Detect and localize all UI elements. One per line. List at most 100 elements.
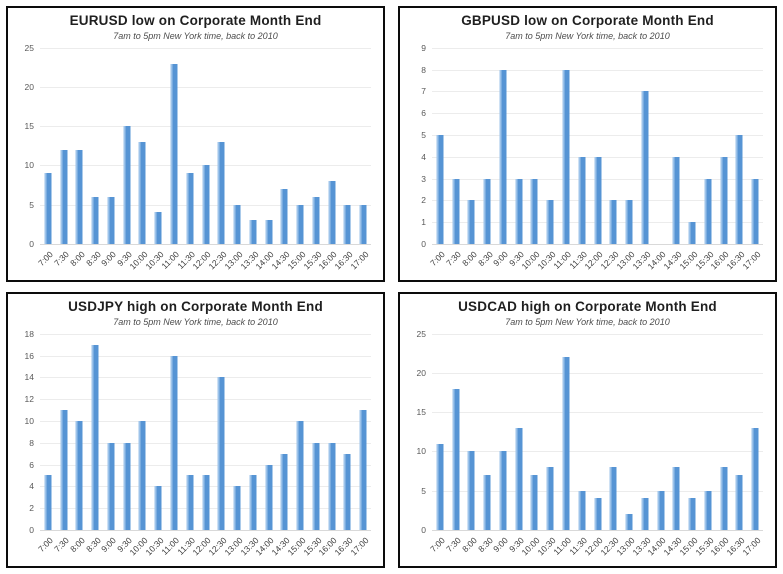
bar xyxy=(44,475,52,530)
bar xyxy=(186,173,194,244)
bar xyxy=(280,188,288,244)
y-tick-label: 0 xyxy=(29,524,34,535)
gridline xyxy=(432,451,763,453)
bar xyxy=(578,156,586,244)
bar xyxy=(265,220,273,244)
y-tick-label: 5 xyxy=(29,199,34,210)
bar xyxy=(249,475,257,530)
y-tick-label: 9 xyxy=(421,42,426,53)
chart-panel-gbpusd-low: GBPUSD low on Corporate Month End 7am to… xyxy=(398,6,777,282)
chart-panel-usdjpy-high: USDJPY high on Corporate Month End 7am t… xyxy=(6,292,385,568)
y-tick-label: 20 xyxy=(416,367,426,378)
y-tick-label: 18 xyxy=(24,328,34,339)
bar xyxy=(138,141,146,244)
x-tick-label: 7:00 xyxy=(36,535,56,554)
chart-subtitle: 7am to 5pm New York time, back to 2010 xyxy=(113,30,278,41)
x-tick-label: 7:30 xyxy=(52,535,72,554)
x-tick-label: 7:30 xyxy=(52,249,72,268)
chart-subtitle: 7am to 5pm New York time, back to 2010 xyxy=(113,316,278,327)
y-tick-label: 7 xyxy=(421,86,426,97)
gridline xyxy=(40,442,371,444)
bar xyxy=(625,200,633,244)
gridline xyxy=(432,91,763,93)
bar xyxy=(672,467,680,530)
bar xyxy=(562,357,570,530)
y-tick-label: 5 xyxy=(421,485,426,496)
x-axis-baseline xyxy=(432,243,763,245)
bar xyxy=(154,212,162,244)
gridline xyxy=(432,113,763,115)
y-tick-label: 2 xyxy=(421,195,426,206)
bar xyxy=(138,420,146,530)
y-tick-label: 15 xyxy=(24,120,34,131)
bar xyxy=(452,388,460,530)
bar xyxy=(751,427,759,530)
x-axis-baseline xyxy=(432,529,763,531)
bar xyxy=(170,355,178,530)
y-tick-label: 4 xyxy=(421,151,426,162)
y-tick-label: 6 xyxy=(421,107,426,118)
x-tick-label: 7:00 xyxy=(428,249,448,268)
bar xyxy=(217,141,225,244)
y-tick-label: 4 xyxy=(29,481,34,492)
bar xyxy=(436,443,444,530)
bar xyxy=(515,178,523,244)
bar xyxy=(467,200,475,244)
x-tick-label: 9:00 xyxy=(99,249,119,268)
y-tick-label: 3 xyxy=(421,173,426,184)
bar xyxy=(546,200,554,244)
bar xyxy=(594,498,601,530)
chart-title: USDCAD high on Corporate Month End xyxy=(458,299,717,314)
bar xyxy=(751,178,759,244)
bar xyxy=(186,475,194,530)
bar xyxy=(123,126,131,244)
bar xyxy=(60,149,68,244)
bar xyxy=(625,514,633,530)
chart-panel-eurusd-low: EURUSD low on Corporate Month End 7am to… xyxy=(6,6,385,282)
y-tick-label: 10 xyxy=(24,160,34,171)
bar xyxy=(265,464,273,530)
y-tick-label: 0 xyxy=(421,238,426,249)
gridline xyxy=(432,373,763,375)
bar xyxy=(107,442,115,530)
bar xyxy=(312,442,320,530)
bar xyxy=(44,173,52,244)
bar xyxy=(467,451,475,530)
y-tick-label: 25 xyxy=(24,42,34,53)
x-tick-label: 8:00 xyxy=(67,249,87,268)
bar xyxy=(296,420,304,530)
gridline xyxy=(40,47,371,49)
bar xyxy=(720,467,728,530)
bar xyxy=(296,204,304,244)
gridline xyxy=(432,490,763,492)
bar xyxy=(735,474,743,530)
plot-area: 0 2 4 6 8 10 12 14 16 18 7:00 7:30 8:00 8:30 9:00 9:30 1… xyxy=(25,330,371,557)
bar xyxy=(688,498,696,530)
x-tick-label: 8:00 xyxy=(459,249,479,268)
gridline xyxy=(432,333,763,335)
bar xyxy=(170,63,178,244)
bar xyxy=(609,200,617,244)
bar xyxy=(704,490,712,530)
x-tick-label: 9:00 xyxy=(491,249,511,268)
bar xyxy=(436,134,444,244)
y-tick-label: 25 xyxy=(416,328,426,339)
bar xyxy=(75,149,83,244)
bar xyxy=(483,474,491,530)
bar xyxy=(359,204,367,244)
bar xyxy=(123,442,131,530)
y-tick-label: 12 xyxy=(24,393,34,404)
y-tick-label: 8 xyxy=(421,64,426,75)
chart-title: USDJPY high on Corporate Month End xyxy=(68,299,323,314)
bar xyxy=(578,490,586,530)
bar xyxy=(107,196,115,244)
x-tick-label: 8:00 xyxy=(459,535,479,554)
gridline xyxy=(432,69,763,71)
bar xyxy=(641,498,649,530)
plot-area: 0 5 10 15 20 25 7:00 7:30 8:00 8:30 9:00 9:30 10:00 1… xyxy=(25,44,371,271)
bar xyxy=(530,178,538,244)
y-tick-label: 6 xyxy=(29,459,34,470)
bar xyxy=(704,178,712,244)
gridline xyxy=(432,134,763,136)
